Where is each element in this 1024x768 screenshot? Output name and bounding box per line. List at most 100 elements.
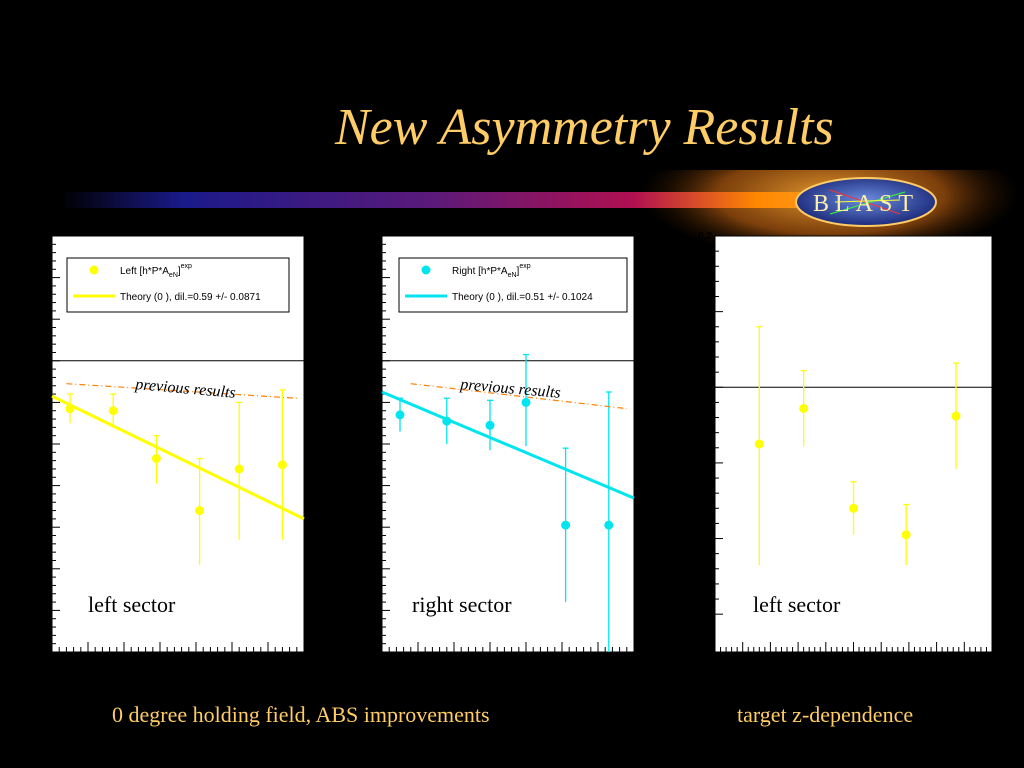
chart0-ylabel-sub: ed bbox=[34, 238, 41, 246]
chart1-data-point bbox=[395, 410, 405, 420]
chart2-xtick-label: -25 bbox=[735, 658, 750, 669]
chart1-previous-results-line bbox=[410, 383, 627, 410]
chart2-xtick-label: 10 bbox=[931, 658, 943, 669]
chart1-ylabel-sub: ed bbox=[364, 238, 371, 246]
chart1-sector-label: right sector bbox=[412, 592, 512, 617]
chart0-data-point bbox=[151, 454, 161, 464]
chart1-legend-sub: eN bbox=[508, 272, 517, 279]
chart1-ytick-label: -0.1 bbox=[362, 397, 380, 408]
chart2-ylabel-sub: ed bbox=[697, 238, 704, 246]
chart0-legend-sup: exp bbox=[181, 263, 192, 270]
chart0-xtick-label: 20 bbox=[46, 658, 58, 669]
chart0-xtick-label: 50 bbox=[262, 658, 274, 669]
chart1-ylabel: Aed bbox=[357, 238, 371, 254]
chart1-ytick-label: 0.1 bbox=[365, 314, 379, 325]
chart1-legend-marker bbox=[421, 265, 431, 275]
chart1-data-point bbox=[561, 520, 571, 530]
chart1-ytick-label: -0.5 bbox=[362, 564, 380, 575]
chart1-legend-tail: ] bbox=[517, 266, 520, 277]
chart2-xtick-label: 5 bbox=[906, 658, 912, 669]
chart0-ytick-label: -0.6 bbox=[32, 605, 50, 616]
chart1-xtick-label: 30 bbox=[448, 658, 460, 669]
chart1-xtick-label: 20 bbox=[376, 658, 388, 669]
chart0-ytick-label: -0.1 bbox=[32, 397, 50, 408]
chart2-data-point bbox=[901, 530, 911, 540]
chart1-ytick-label: -0.6 bbox=[362, 605, 380, 616]
chart1-ytick-label: 0.2 bbox=[365, 273, 379, 284]
chart0-legend-tail: ] bbox=[178, 266, 181, 277]
chart2-sector-label: left sector bbox=[753, 592, 841, 617]
chart0-data-point bbox=[195, 506, 205, 516]
chart2-xtick-label: 0 bbox=[878, 658, 884, 669]
chart0-sector-label: left sector bbox=[88, 592, 176, 617]
chart2-xtick-label: -5 bbox=[849, 658, 858, 669]
chart2-xtick-label: -20 bbox=[763, 658, 778, 669]
chart0-ytick-label: -0 bbox=[40, 356, 49, 367]
chart2-xtick-label: -30 bbox=[708, 658, 723, 669]
chart1-ytick-label: -0.2 bbox=[362, 439, 380, 450]
chart2-ytick-label: 0 bbox=[706, 382, 712, 393]
chart0-ytick-label: -0.4 bbox=[32, 522, 50, 533]
chart2-xlabel: z (cm) bbox=[959, 678, 988, 689]
chart0-xtick-label: 45 bbox=[226, 658, 238, 669]
chart0-ytick-label: -0.2 bbox=[32, 439, 50, 450]
chart1-xtick-label: 35 bbox=[484, 658, 496, 669]
chart0-data-point bbox=[234, 464, 244, 474]
chart0-xtick-label: 30 bbox=[118, 658, 130, 669]
chart0-xtick-label: 55 bbox=[298, 658, 310, 669]
chart0-xtick-label: 40 bbox=[190, 658, 202, 669]
chart1-theory-line bbox=[381, 390, 635, 500]
chart2-xtick-label: 15 bbox=[959, 658, 971, 669]
chart2-data-point bbox=[849, 503, 858, 513]
chart0-legend-entry-theory: Theory (0 ), dil.=0.59 +/- 0.0871 bbox=[120, 292, 261, 303]
right-sector-chart: 0.3 0.2 0.1 -0 -0.1 -0.2 -0.3 -0.4 -0.5 -0.6 -0.7 2… bbox=[352, 228, 652, 698]
chart1-xtick-label: 50 bbox=[592, 658, 604, 669]
chart1-legend-entry-theory: Theory (0 ), dil.=0.51 +/- 0.1024 bbox=[452, 292, 593, 303]
blast-logo-text: BLAST bbox=[813, 191, 919, 217]
right-sector-plot: 0.30.20.1-0-0.1-0.2-0.3-0.4-0.5-0.6-0.72… bbox=[357, 231, 640, 689]
chart0-legend-box bbox=[66, 257, 290, 313]
left-sector-plot: 0.30.20.1-0-0.1-0.2-0.3-0.4-0.5-0.6-0.72… bbox=[27, 231, 310, 689]
caption-holding-field: 0 degree holding field, ABS improvements bbox=[112, 702, 490, 727]
chart0-data-point bbox=[108, 406, 118, 416]
chart1-ytick-label: -0.3 bbox=[362, 481, 380, 492]
slide-title: New Asymmetry Results bbox=[335, 99, 834, 156]
chart2-ytick-label: -0.2 bbox=[695, 534, 713, 545]
chart0-ytick-label: 0.1 bbox=[35, 314, 49, 325]
chart1-ytick-label: -0.7 bbox=[362, 647, 380, 658]
chart0-ylabel: Aed bbox=[27, 238, 41, 254]
chart2-ytick-label: 0.1 bbox=[698, 307, 712, 318]
caption-z-dependence: target z-dependence bbox=[737, 702, 914, 727]
chart0-theory-line bbox=[51, 394, 305, 521]
chart1-data-point bbox=[485, 420, 495, 430]
chart2-ytick-label: -0.1 bbox=[695, 458, 713, 469]
chart1-xtick-label: 40 bbox=[520, 658, 532, 669]
chart0-ytick-label: -0.5 bbox=[32, 564, 50, 575]
chart1-data-point bbox=[604, 520, 614, 530]
chart0-xtick-label: 35 bbox=[154, 658, 166, 669]
chart2-data-point bbox=[951, 411, 961, 421]
gradient-band bbox=[60, 192, 880, 208]
chart0-xlabel: θ bbox=[295, 678, 300, 689]
chart1-xtick-label: 25 bbox=[412, 658, 424, 669]
chart2-xtick-label: -15 bbox=[791, 658, 806, 669]
chart1-ytick-label: -0.4 bbox=[362, 522, 380, 533]
chart0-ytick-label: -0.3 bbox=[32, 481, 50, 492]
chart1-data-point bbox=[521, 397, 531, 407]
chart1-xtick-label: 45 bbox=[556, 658, 568, 669]
chart2-xtick-label: 20 bbox=[986, 658, 998, 669]
chart2-xtick-label: -10 bbox=[819, 658, 834, 669]
chart0-ytick-label: 0.2 bbox=[35, 273, 49, 284]
left-sector-chart: 0.3 0.2 0.1 -0 -0.1 -0.2 -0.3 -0.4 -0.5 -0.6 -0.7 2… bbox=[22, 228, 322, 698]
chart1-xlabel: θ bbox=[625, 678, 630, 689]
chart2-ylabel: Aed bbox=[690, 238, 704, 254]
chart0-ytick-label: 0.3 bbox=[35, 231, 49, 242]
chart2-ytick-label: 0.2 bbox=[698, 231, 712, 242]
z-dependence-plot: 0.2 0.1 0 -0.1 -0.2 -0.3 -30 -25 -20 -15 -10 -5 0 5 10… bbox=[690, 231, 998, 689]
chart1-xtick-label: 55 bbox=[628, 658, 640, 669]
z-dependence-chart: 0.2 0.1 0 -0.1 -0.2 -0.3 -30 -25 -20 -15 -10 -5 0 5 10… bbox=[680, 228, 1000, 698]
chart2-data-point bbox=[754, 439, 764, 449]
chart0-legend-sub: eN bbox=[169, 272, 178, 279]
chart2-ytick-label: -0.3 bbox=[695, 609, 713, 620]
chart1-legend-entry-data: Right [h*P*AeN]exp bbox=[452, 263, 531, 279]
